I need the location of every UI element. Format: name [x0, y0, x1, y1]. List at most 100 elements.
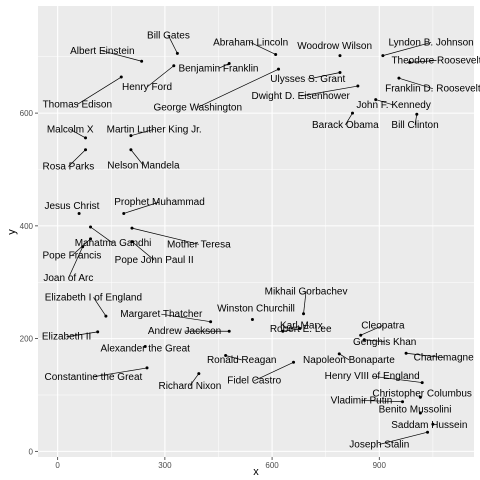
data-point: [143, 345, 147, 349]
x-tick-label: 0: [55, 461, 60, 470]
data-point: [338, 71, 342, 75]
leader-line: [398, 77, 434, 90]
point-labels: Bill Gates Abraham Lincoln Woodrow Wilson L…: [42, 31, 480, 451]
leader-line: [382, 42, 432, 56]
leader-line: [131, 241, 155, 261]
data-point: [77, 211, 81, 215]
leader-line: [130, 149, 144, 166]
leader-line: [218, 63, 230, 69]
leader-line: [168, 35, 178, 54]
point-label: Nelson Mandela: [107, 160, 180, 171]
point-label: Elizabeth II: [42, 332, 91, 343]
y-tick-label: 400: [20, 222, 34, 231]
data-point: [175, 51, 179, 55]
point-label: Henry Ford: [122, 82, 172, 93]
point-label: Mahatma Gandhi: [75, 238, 152, 249]
leader-line: [225, 355, 242, 361]
data-point: [397, 76, 401, 80]
point-label: Lyndon B. Johnson: [388, 37, 473, 48]
leader-line: [77, 76, 122, 105]
grid-lines: [38, 6, 474, 457]
leader-line: [379, 431, 428, 445]
point-label: Rosa Parks: [43, 161, 95, 172]
data-point: [415, 112, 419, 116]
data-point: [130, 226, 134, 230]
leader-line: [123, 201, 160, 214]
leader-line: [303, 291, 307, 314]
data-point: [224, 354, 228, 358]
leader-line: [372, 375, 423, 383]
point-label: Winston Churchill: [217, 304, 295, 315]
point-label: Genghis Khan: [353, 337, 416, 348]
y-tick-label: 600: [20, 109, 34, 118]
data-point: [84, 136, 88, 140]
point-label: Andrew Jackson: [148, 326, 221, 337]
data-point: [274, 52, 278, 56]
data-point: [404, 351, 408, 355]
leader-line: [345, 112, 353, 125]
point-label: Theodore Roosevelt: [391, 56, 480, 67]
data-points: [77, 51, 435, 434]
leader-line: [131, 227, 199, 245]
data-point: [381, 54, 385, 58]
axis-ticks: 0 300 600 900 0 200 400 600: [20, 109, 387, 470]
data-point: [129, 148, 133, 152]
point-label: Christopher Columbus: [372, 389, 472, 400]
data-point: [140, 59, 144, 63]
data-point: [356, 84, 360, 88]
leader-line: [282, 328, 301, 332]
data-point: [129, 134, 133, 138]
leader-line: [102, 50, 142, 62]
leader-line: [66, 331, 98, 338]
point-label: Pope John Paul II: [115, 255, 194, 266]
data-point: [172, 64, 176, 68]
point-label: Napoleon Bonaparte: [303, 355, 395, 366]
point-label: Henry VIII of England: [325, 371, 420, 382]
leader-line: [68, 246, 83, 279]
point-label: Alexander the Great: [100, 344, 190, 355]
data-point: [81, 245, 85, 249]
point-label: Cleopatra: [361, 320, 405, 331]
panel-background: [38, 6, 474, 457]
point-label: Bill Gates: [147, 31, 190, 42]
data-point: [431, 422, 435, 426]
point-label: Karl Marx: [280, 320, 323, 331]
data-point: [281, 329, 285, 333]
leader-line: [361, 400, 403, 403]
point-label: Ronald Reagan: [207, 355, 277, 366]
point-label: Abraham Lincoln: [213, 37, 288, 48]
data-point: [209, 320, 213, 324]
leader-line: [250, 42, 276, 55]
data-point: [227, 329, 231, 333]
point-label: Benito Mussolini: [379, 404, 452, 415]
point-label: Pope Francis: [42, 251, 101, 262]
point-label: Ulysses S. Grant: [270, 74, 345, 85]
point-label: Barack Obama: [312, 120, 379, 131]
point-label: Joseph Stalin: [349, 439, 409, 450]
leader-line: [189, 373, 200, 386]
data-point: [418, 395, 422, 399]
data-point: [84, 148, 88, 152]
data-point: [130, 240, 134, 244]
leader-line: [93, 297, 107, 317]
point-label: Mother Teresa: [167, 239, 231, 250]
point-label: Vladimir Putin: [331, 395, 393, 406]
leader-line: [93, 367, 148, 378]
data-point: [302, 312, 306, 316]
point-label: Martin Luther King Jr.: [107, 124, 202, 135]
x-tick-label: 300: [158, 461, 172, 470]
point-label: Elizabeth I of England: [45, 292, 142, 303]
point-label: John F. Kennedy: [356, 100, 431, 111]
point-label: Joan of Arc: [43, 273, 93, 284]
point-label: Fidel Castro: [227, 376, 281, 387]
x-tick-label: 600: [265, 461, 279, 470]
point-label: Charlemagne: [414, 353, 474, 364]
leader-line: [406, 352, 444, 358]
data-point: [420, 381, 424, 385]
data-point: [359, 333, 363, 337]
y-axis-title: y: [6, 229, 18, 235]
data-point: [298, 326, 302, 330]
leader-line: [90, 226, 114, 244]
leader-line: [71, 238, 91, 256]
data-point: [197, 372, 201, 376]
